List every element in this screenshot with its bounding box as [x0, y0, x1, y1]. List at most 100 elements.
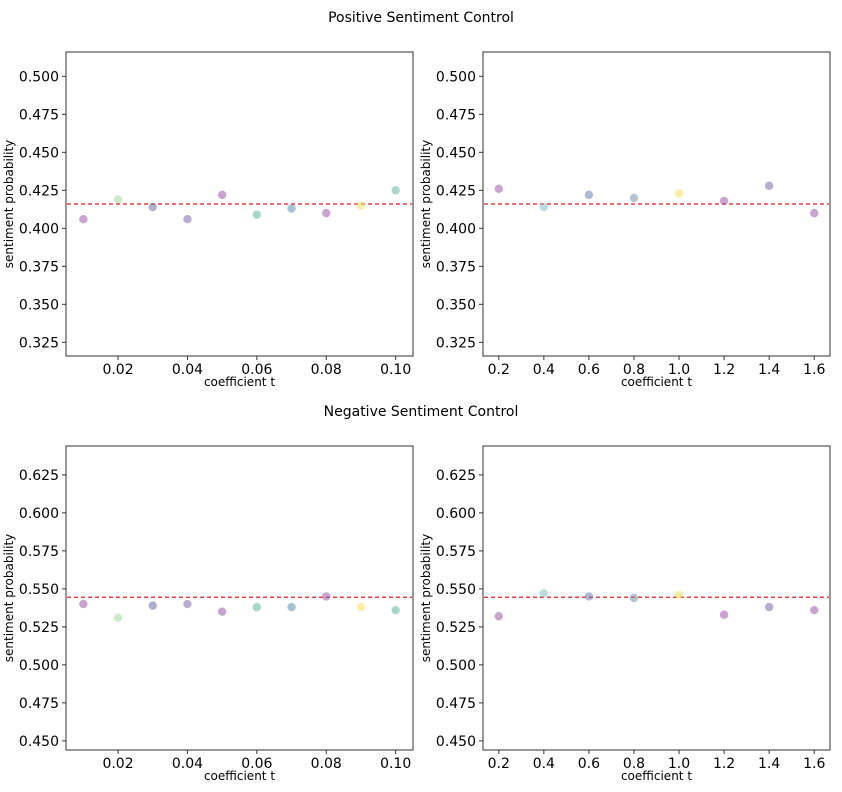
x-tick-label: 0.08 [311, 756, 342, 772]
plot-frame [65, 445, 414, 751]
x-tick-label: 1.2 [713, 362, 735, 378]
positive-section-title: Positive Sentiment Control [328, 10, 514, 26]
data-point [810, 208, 819, 218]
data-point [356, 201, 366, 210]
data-point [674, 189, 684, 198]
x-tick-label: 1.0 [668, 756, 690, 772]
x-tick-label: 1.4 [758, 362, 780, 378]
data-point [113, 613, 123, 622]
y-tick-label: 0.325 [436, 335, 476, 351]
x-axis-label: coefficient t [621, 769, 692, 783]
data-point [148, 202, 157, 212]
data-point [183, 599, 192, 609]
data-point [217, 190, 227, 200]
y-tick-label: 0.550 [19, 582, 59, 598]
data-point [391, 605, 400, 615]
data-point [494, 184, 503, 193]
y-tick-label: 0.450 [19, 145, 59, 161]
x-tick-label: 1.2 [713, 756, 735, 772]
y-tick-label: 0.325 [19, 335, 59, 351]
data-point [719, 196, 729, 206]
data-point [322, 592, 331, 601]
x-tick-label: 0.2 [488, 362, 510, 378]
data-point [764, 181, 774, 190]
x-tick-label: 0.02 [102, 756, 133, 772]
y-tick-label: 0.525 [19, 620, 59, 636]
y-tick-label: 0.600 [436, 506, 476, 522]
y-tick-label: 0.450 [19, 734, 59, 750]
plot-frame [482, 51, 831, 357]
x-axis-label: coefficient t [621, 375, 692, 389]
data-point [287, 602, 296, 612]
y-tick-label: 0.375 [436, 259, 476, 275]
x-tick-label: 0.4 [533, 362, 555, 378]
y-tick-label: 0.525 [436, 620, 476, 636]
x-tick-label: 0.08 [311, 362, 342, 378]
data-point [322, 208, 331, 218]
data-point [113, 195, 123, 204]
y-axis-label: sentiment probability [419, 140, 433, 269]
y-tick-label: 0.625 [436, 468, 476, 484]
y-tick-label: 0.500 [19, 658, 59, 674]
x-tick-label: 0.4 [533, 756, 555, 772]
data-point [252, 602, 262, 612]
plot-frame [65, 51, 414, 357]
data-point [79, 599, 88, 609]
y-tick-label: 0.475 [436, 696, 476, 712]
data-point [183, 215, 192, 224]
data-point [539, 589, 549, 598]
x-tick-label: 0.6 [578, 756, 600, 772]
data-point [584, 592, 594, 601]
y-axis-label: sentiment probability [2, 140, 16, 269]
y-tick-label: 0.350 [436, 297, 476, 313]
y-tick-label: 0.550 [436, 582, 476, 598]
data-point [252, 210, 262, 219]
data-point [719, 610, 729, 619]
data-point [584, 190, 594, 200]
y-axis-label: sentiment probability [2, 534, 16, 663]
data-point [391, 186, 400, 195]
data-point [629, 193, 639, 203]
x-tick-label: 0.10 [380, 362, 411, 378]
y-tick-label: 0.475 [19, 107, 59, 123]
y-tick-label: 0.425 [436, 183, 476, 199]
negative-section-title: Negative Sentiment Control [323, 404, 519, 420]
scatter-panel-2: 0.325 0.350 0.375 0.400 0.425 0.450 0.475 0.500… [419, 51, 831, 389]
x-axis-label: coefficient t [204, 769, 275, 783]
data-point [764, 602, 774, 612]
data-point [539, 202, 549, 212]
y-tick-label: 0.450 [436, 734, 476, 750]
plot-frame [482, 445, 831, 751]
data-point [148, 601, 157, 610]
y-axis-label: sentiment probability [419, 534, 433, 663]
y-tick-label: 0.575 [19, 544, 59, 560]
data-point [217, 607, 227, 616]
data-point [79, 215, 88, 224]
x-tick-label: 0.06 [241, 362, 272, 378]
data-point [494, 612, 503, 621]
y-tick-label: 0.500 [436, 69, 476, 85]
scatter-panel-1: 0.325 0.350 0.375 0.400 0.425 0.450 0.475 0.500… [2, 51, 414, 389]
x-axis-label: coefficient t [204, 375, 275, 389]
data-point [674, 590, 684, 600]
y-tick-label: 0.600 [19, 506, 59, 522]
y-tick-label: 0.425 [19, 183, 59, 199]
x-tick-label: 0.8 [623, 756, 645, 772]
y-tick-label: 0.400 [19, 221, 59, 237]
x-tick-label: 1.0 [668, 362, 690, 378]
scatter-panel-4: 0.450 0.475 0.500 0.525 0.550 0.575 0.600 0.625… [419, 445, 831, 783]
x-tick-label: 0.04 [172, 362, 203, 378]
y-tick-label: 0.400 [436, 221, 476, 237]
x-tick-label: 0.04 [172, 756, 203, 772]
scatter-panel-3: 0.450 0.475 0.500 0.525 0.550 0.575 0.600 0.625… [2, 445, 414, 783]
data-point [810, 605, 819, 615]
x-tick-label: 0.02 [102, 362, 133, 378]
x-tick-label: 0.06 [241, 756, 272, 772]
x-tick-label: 0.10 [380, 756, 411, 772]
x-tick-label: 1.6 [803, 756, 825, 772]
y-tick-label: 0.475 [436, 107, 476, 123]
y-tick-label: 0.450 [436, 145, 476, 161]
x-tick-label: 0.6 [578, 362, 600, 378]
data-point [356, 602, 366, 612]
